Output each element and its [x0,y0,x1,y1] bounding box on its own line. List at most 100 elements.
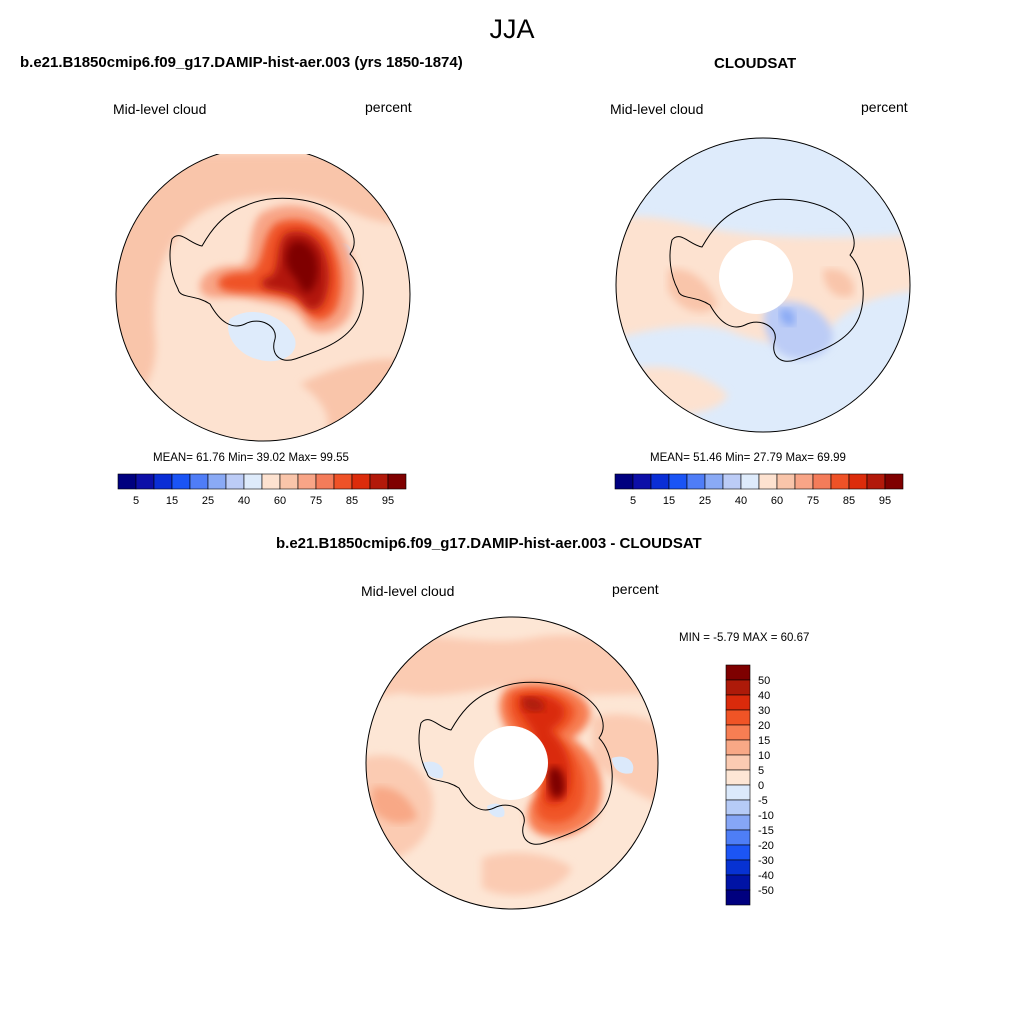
colorbar-swatch [725,754,751,771]
colorbar-tick-label: 85 [346,495,358,507]
cloud-diff-low-patch [612,756,634,774]
panel-cloudsat-variable-label: Mid-level cloud [610,101,704,117]
colorbar-swatch [794,473,814,490]
no-data-hole [474,726,548,800]
colorbar-swatch [725,784,751,801]
colorbar-tick-label: 40 [238,495,250,507]
colorbar-tick-label: 0 [758,780,764,792]
colorbar-tick-label: 75 [807,495,819,507]
colorbar-swatch [225,473,245,490]
colorbar-swatch [725,679,751,696]
panel-difference-units-label: percent [612,581,659,597]
colorbar-swatch [725,829,751,846]
colorbar-swatch [758,473,778,490]
colorbar-tick-label: 40 [735,495,747,507]
colorbar-swatch [725,664,751,681]
antarctica-coastline [169,197,364,361]
colorbar-swatch [333,473,353,490]
colorbar-tick-label: 15 [166,495,178,507]
colorbar-tick-label: 25 [699,495,711,507]
colorbar-tick-label: 20 [758,720,770,732]
antarctica-coastline [669,198,864,362]
colorbar-swatch [725,889,751,906]
polar-map-cloudsat [615,137,911,433]
colorbar-swatch [369,473,389,490]
colorbar-tick-label: 30 [758,705,770,717]
colorbar-swatch [725,709,751,726]
colorbar-swatch [117,473,137,490]
colorbar-tick-label: 5 [133,495,139,507]
colorbar-tick-label: 95 [382,495,394,507]
colorbar-tick-label: -30 [758,855,774,867]
panel-title-model: b.e21.B1850cmip6.f09_g17.DAMIP-hist-aer.… [20,54,463,71]
panel-cloudsat-stats: MEAN= 51.46 Min= 27.79 Max= 69.99 [650,452,846,464]
colorbar-tick-label: 5 [758,765,764,777]
colorbar-swatch [704,473,724,490]
colorbar-swatch [725,724,751,741]
polar-map-model [115,154,411,442]
cloud-low-patch [779,308,796,326]
polar-map-difference [365,616,659,910]
panel-difference-variable-label: Mid-level cloud [361,583,455,599]
colorbar-swatch [614,473,634,490]
colorbar-swatch [686,473,706,490]
panel-title-difference: b.e21.B1850cmip6.f09_g17.DAMIP-hist-aer.… [276,535,702,552]
cloud-diff-high-contour [522,697,545,712]
colorbar-tick-label: 40 [758,690,770,702]
cloud-mid-patch [823,269,854,298]
cloud-diff-low-patch [487,803,505,818]
colorbar-tick-label: 5 [630,495,636,507]
colorbar-swatch [776,473,796,490]
colorbar-swatch [189,473,209,490]
colorbar-swatch [725,694,751,711]
cloud-diff-band [372,787,417,824]
panel-title-cloudsat: CLOUDSAT [714,55,797,72]
colorbar-swatch [725,769,751,786]
colorbar-swatch [725,799,751,816]
colorbar-swatch [668,473,688,490]
colorbar-swatch [207,473,227,490]
colorbar-model: 5 15 25 40 60 75 85 95 [117,473,407,507]
colorbar-tick-label: 75 [310,495,322,507]
map-boundary [115,154,411,442]
colorbar-tick-label: 25 [202,495,214,507]
cloud-mid-patch [668,269,718,313]
colorbar-tick-label: 50 [758,675,770,687]
colorbar-swatch [866,473,886,490]
colorbar-swatch [315,473,335,490]
panel-model-stats: MEAN= 61.76 Min= 39.02 Max= 99.55 [153,452,349,464]
cloud-diff-high-contour [547,766,565,799]
antarctica-coastline [418,681,613,845]
no-data-hole [719,240,793,314]
colorbar-swatch [884,473,904,490]
colorbar-swatch [279,473,299,490]
colorbar-tick-label: 60 [771,495,783,507]
map-boundary [615,137,911,433]
cloud-diff-band [592,714,658,808]
colorbar-swatch [725,814,751,831]
colorbar-tick-label: 15 [758,735,770,747]
colorbar-swatch [135,473,155,490]
colorbar-swatch [387,473,407,490]
colorbar-tick-label: 15 [663,495,675,507]
colorbar-tick-label: -5 [758,795,768,807]
colorbar-swatch [171,473,191,490]
colorbar-swatch [725,739,751,756]
map-boundary [365,616,659,910]
colorbar-tick-label: -20 [758,840,774,852]
colorbar-swatch [243,473,263,490]
cloud-high-contour [286,241,318,293]
colorbar-swatch [153,473,173,490]
colorbar-swatch [722,473,742,490]
colorbar-tick-label: 85 [843,495,855,507]
colorbar-tick-label: -40 [758,870,774,882]
colorbar-swatch [632,473,652,490]
colorbar-tick-label: -15 [758,825,774,837]
cloud-diff-band [366,635,658,698]
colorbar-cloudsat: 5 15 25 40 60 75 85 95 [614,473,904,507]
panel-model-units-label: percent [365,99,412,115]
main-title: JJA [489,14,535,44]
colorbar-tick-label: -10 [758,810,774,822]
panel-model-variable-label: Mid-level cloud [113,101,207,117]
